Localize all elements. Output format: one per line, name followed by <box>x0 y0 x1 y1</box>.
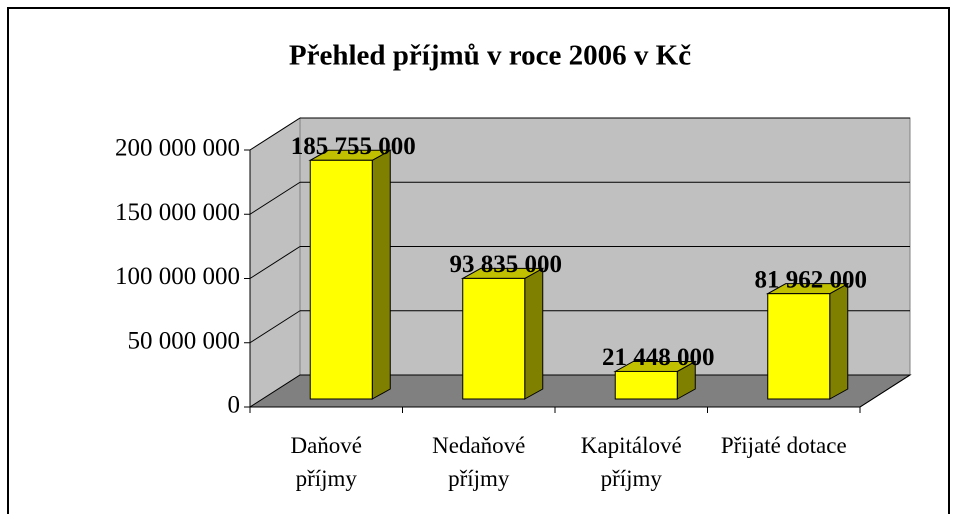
bar-side <box>371 149 391 400</box>
x-tick-label: Daňové příjmy <box>290 433 363 491</box>
value-label: 93 835 000 <box>450 251 563 278</box>
x-axis-depth <box>859 374 911 408</box>
value-label: 81 962 000 <box>755 266 868 293</box>
value-label: 21 448 000 <box>602 344 715 371</box>
value-label: 185 755 000 <box>291 133 416 160</box>
y-tick-label: 200 000 000 <box>115 135 240 162</box>
chart-title: Přehled příjmů v roce 2006 v Kč <box>289 40 691 72</box>
bar-side <box>829 282 849 400</box>
grid-line <box>249 310 301 344</box>
bar <box>462 277 526 400</box>
bar-side <box>524 267 544 400</box>
grid-line <box>249 117 301 151</box>
x-tick-label: Kapitálové příjmy <box>580 433 682 491</box>
x-tick-label: Přijaté dotace <box>720 433 847 458</box>
y-tick-label: 150 000 000 <box>115 199 240 226</box>
y-tick-label: 100 000 000 <box>115 263 240 290</box>
x-tick-label: Nedaňové příjmy <box>432 433 526 491</box>
grid-line <box>249 181 301 215</box>
bar <box>767 293 831 400</box>
grid-line <box>249 246 301 279</box>
y-tick-label: 50 000 000 <box>128 327 241 354</box>
y-tick-label: 0 <box>228 392 241 419</box>
bar <box>309 159 373 400</box>
bar <box>614 370 678 400</box>
